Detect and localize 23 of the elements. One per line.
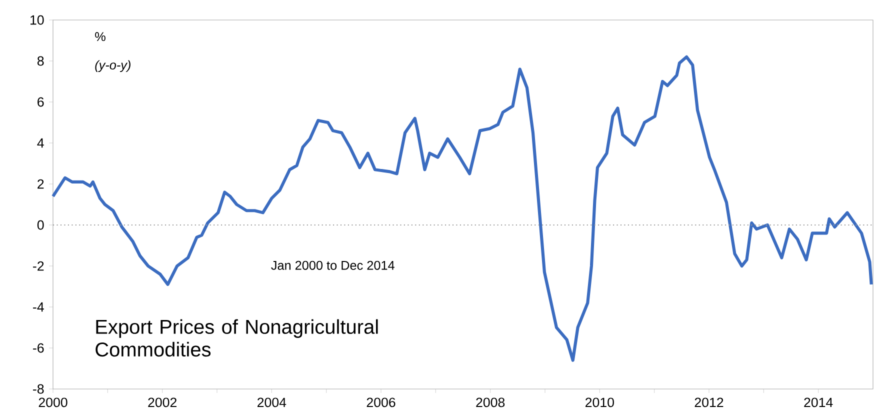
annotation: Jan 2000 to Dec 2014 [271, 260, 394, 270]
annotation: (y-o-y) [95, 60, 130, 72]
line-series [51, 55, 873, 362]
x-tick-label: 2002 [148, 398, 176, 408]
y-tick-label: -6 [33, 343, 44, 353]
x-tick-label: 2012 [694, 398, 724, 408]
y-tick-label: 2 [38, 179, 44, 189]
x-tick-label: 2014 [804, 398, 833, 408]
y-tick-label: 6 [38, 97, 44, 107]
y-tick-label: 8 [37, 56, 44, 66]
annotation: % [95, 32, 106, 42]
x-tick-label: 2010 [586, 398, 614, 408]
x-tick-label: 2004 [258, 398, 286, 408]
y-tick-label: 0 [37, 220, 44, 230]
y-tick-label: 4 [37, 138, 44, 148]
y-tick-label: -2 [33, 261, 44, 271]
x-tick-label: 2008 [476, 398, 505, 408]
x-tick-label: 2006 [366, 398, 396, 408]
y-tick-label: -4 [33, 302, 44, 312]
y-tick-label: 10 [30, 15, 44, 25]
y-tick-label: -8 [33, 384, 44, 394]
text: Export Prices of Nonagricultural Commodities [96, 319, 378, 357]
x-tick-label: 2000 [38, 398, 68, 408]
